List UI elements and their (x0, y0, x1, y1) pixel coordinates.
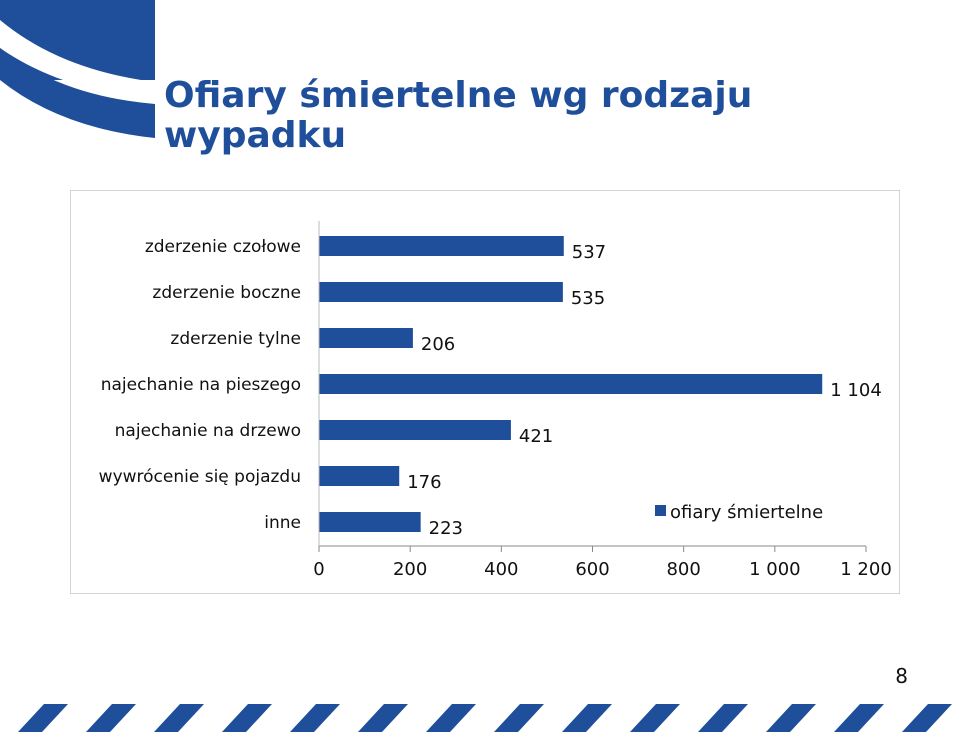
stripe (562, 704, 612, 732)
x-tick-label: 1 200 (840, 559, 892, 580)
category-label: najechanie na drzewo (115, 421, 301, 441)
legend: ofiary śmiertelne (655, 502, 823, 523)
category-label: zderzenie czołowe (145, 237, 301, 257)
corner-logo-graphic (0, 0, 155, 138)
category-label: zderzenie boczne (152, 283, 301, 303)
value-labels: 537 535 206 1 104 421 176 223 (407, 242, 882, 539)
bar (319, 466, 400, 486)
category-label: inne (264, 513, 301, 533)
data-label: 421 (519, 426, 553, 447)
category-label: najechanie na pieszego (101, 375, 301, 395)
x-tick-label: 800 (666, 559, 700, 580)
stripe (834, 704, 884, 732)
stripe (494, 704, 544, 732)
category-label: zderzenie tylne (170, 329, 301, 349)
x-tick-label: 200 (393, 559, 427, 580)
bar (319, 236, 564, 256)
stripe (86, 704, 136, 732)
x-tick-label: 600 (575, 559, 609, 580)
stripe (222, 704, 272, 732)
stripe (766, 704, 816, 732)
bar (319, 420, 511, 440)
stripe (698, 704, 748, 732)
x-tick-label: 400 (484, 559, 518, 580)
bar (319, 512, 421, 532)
slide-title: Ofiary śmiertelne wg rodzaju wypadku (164, 75, 753, 156)
legend-label: ofiary śmiertelne (670, 502, 823, 523)
bar (319, 374, 823, 394)
decorative-stripes (18, 704, 952, 732)
stripe (630, 704, 680, 732)
x-axis: 0 200 400 600 800 1 000 1 200 (313, 221, 892, 580)
bar (319, 282, 563, 302)
stripe (154, 704, 204, 732)
chart-frame: zderzenie czołowe zderzenie boczne zderzen… (70, 190, 900, 594)
data-label: 206 (421, 334, 455, 355)
bar-chart: zderzenie czołowe zderzenie boczne zderzen… (99, 221, 892, 580)
stripe (902, 704, 952, 732)
x-tick-label: 0 (313, 559, 324, 580)
stripe (18, 704, 68, 732)
category-label: wywrócenie się pojazdu (99, 467, 301, 487)
category-labels: zderzenie czołowe zderzenie boczne zderzen… (99, 237, 301, 533)
data-label: 176 (407, 472, 441, 493)
data-label: 537 (572, 242, 606, 263)
page-number: 8 (895, 664, 908, 688)
data-label: 1 104 (830, 380, 882, 401)
data-label: 535 (571, 288, 605, 309)
stripe (290, 704, 340, 732)
stripe (426, 704, 476, 732)
data-label: 223 (429, 518, 463, 539)
x-tick-label: 1 000 (749, 559, 801, 580)
bar (319, 328, 413, 348)
stripe (358, 704, 408, 732)
bars (319, 236, 823, 532)
legend-swatch (655, 505, 666, 516)
